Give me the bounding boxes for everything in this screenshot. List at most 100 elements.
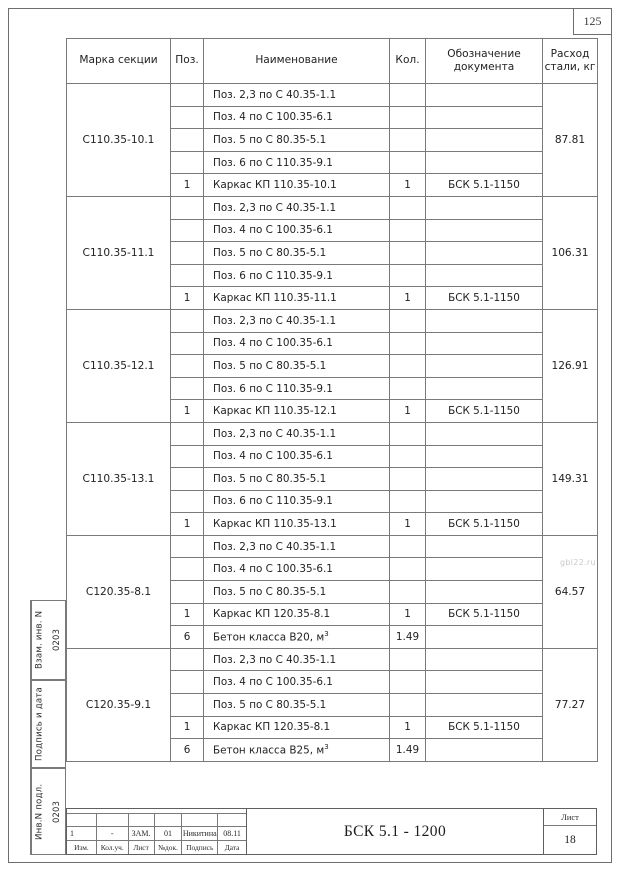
cell-name: Поз. 5 по С 80.35-5.1: [203, 467, 390, 491]
cell-quantity: [389, 150, 426, 175]
cell-quantity: 1: [389, 602, 426, 627]
table-row: Поз. 6 по С 110.35-9.1: [67, 489, 598, 514]
cell-position: [170, 83, 204, 107]
cell-quantity: [389, 534, 426, 559]
title-block-label-row: Изм. Кол.уч. Лист №док. Подпись Дата: [67, 840, 246, 854]
cell-document: [425, 83, 543, 107]
header-row: Марка секции Поз. Наименование Кол. Обоз…: [66, 38, 598, 84]
cell-quantity: [389, 105, 426, 130]
section-steel-consumption: 106.31: [542, 195, 598, 310]
title-block: 1- ЗАМ. 01 Никитина 08.11 Изм. Кол.уч. Лист №до…: [66, 808, 597, 855]
table-row: С120.35-9.1 Поз. 2,3 по С 40.35-1.1 77.27: [66, 647, 598, 762]
cell-quantity: [389, 580, 426, 604]
header-name: Наименование: [203, 38, 390, 84]
cell-document: [425, 444, 543, 469]
title-block-value-sheets-count: -: [96, 826, 129, 840]
cell-name: Поз. 4 по С 100.35-6.1: [203, 670, 390, 695]
cell-name-superscript: 3: [324, 743, 329, 752]
cell-name: Поз. 5 по С 80.35-5.1: [203, 241, 390, 265]
cell-quantity: [389, 467, 426, 491]
left-margin-stamp: Взам. инв. N 0203 Подпись и дата Инв.N подл…: [30, 600, 66, 855]
title-block-value-sheet: ЗАМ.: [128, 826, 155, 840]
title-block-value-date: 08.11: [218, 826, 246, 840]
title-block-revision-table: 1- ЗАМ. 01 Никитина 08.11 Изм. Кол.уч. Лист №до…: [67, 809, 247, 854]
cell-name: Поз. 6 по С 110.35-9.1: [203, 489, 390, 514]
header-steel-line1: Расход: [550, 47, 590, 60]
cell-position: [170, 467, 204, 491]
cell-quantity: [389, 241, 426, 265]
cell-position: [170, 647, 204, 672]
section-steel-consumption: 126.91: [542, 308, 598, 423]
cell-quantity: [389, 218, 426, 243]
cell-name-superscript: 3: [324, 630, 329, 639]
cell-position: [170, 331, 204, 356]
cell-document: [425, 670, 543, 695]
table-row: С110.35-13.1 Поз. 2,3 по С 40.35-1.1 149.3…: [66, 421, 598, 536]
cell-position: 1: [170, 602, 204, 627]
section-steel-consumption: 64.57: [542, 534, 598, 649]
table-row: Поз. 6 по С 110.35-9.1: [67, 263, 598, 288]
cell-document: [425, 241, 543, 265]
left-stamp-value: 0203: [51, 628, 61, 652]
cell-name: Поз. 5 по С 80.35-5.1: [203, 128, 390, 152]
title-block-blank-date: [218, 813, 246, 826]
title-block-blank-row: [67, 813, 246, 826]
cell-position: 1: [170, 286, 204, 310]
title-block-blank-doc-number: [154, 813, 183, 826]
cell-quantity: [389, 195, 426, 220]
table-row: С110.35-10.1 Поз. 2,3 по С 40.35-1.1 87.81: [66, 83, 598, 197]
header-document-line1: Обозначение: [447, 47, 521, 60]
title-block-value-signature: Никитина: [182, 826, 219, 840]
cell-document: БСК 5.1-1150: [425, 286, 543, 310]
cell-quantity: 1: [389, 399, 426, 423]
table-row: Поз. 6 по С 110.35-9.1: [67, 150, 598, 175]
cell-name: Поз. 4 по С 100.35-6.1: [203, 105, 390, 130]
cell-quantity: [389, 693, 426, 717]
cell-position: [170, 128, 204, 152]
cell-document: [425, 580, 543, 604]
cell-quantity: [389, 489, 426, 514]
cell-name: Поз. 2,3 по С 40.35-1.1: [203, 421, 390, 446]
cell-quantity: 1: [389, 512, 426, 536]
cell-name: Поз. 2,3 по С 40.35-1.1: [203, 647, 390, 672]
left-stamp-label: Взам. инв. N: [31, 601, 47, 679]
cell-quantity: 1: [389, 715, 426, 740]
left-stamp-cell: Подпись и дата: [30, 680, 66, 768]
cell-document: [425, 625, 543, 649]
table-row: Поз. 5 по С 80.35-5.1: [67, 580, 598, 604]
cell-position: [170, 218, 204, 243]
cell-name: Поз. 4 по С 100.35-6.1: [203, 218, 390, 243]
cell-position: [170, 195, 204, 220]
title-block-blank-sheets-count: [96, 813, 129, 826]
cell-quantity: [389, 263, 426, 288]
table-row: Поз. 6 по С 110.35-9.1: [67, 376, 598, 401]
section-mark: С120.35-8.1: [66, 534, 171, 649]
title-block-value-change: 1: [67, 826, 97, 840]
cell-document: БСК 5.1-1150: [425, 602, 543, 627]
cell-document: БСК 5.1-1150: [425, 173, 543, 197]
table-row: 1 Каркас КП 110.35-11.1 1 БСК 5.1-1150: [67, 286, 598, 310]
specification-table: Марка секции Поз. Наименование Кол. Обоз…: [66, 38, 598, 762]
cell-quantity: 1: [389, 286, 426, 310]
header-document: Обозначение документа: [425, 38, 543, 84]
cell-position: 1: [170, 173, 204, 197]
cell-document: [425, 218, 543, 243]
cell-position: [170, 241, 204, 265]
cell-document: [425, 105, 543, 130]
cell-name: Поз. 2,3 по С 40.35-1.1: [203, 308, 390, 333]
cell-position: 1: [170, 512, 204, 536]
table-row: С120.35-8.1 Поз. 2,3 по С 40.35-1.1 64.57: [66, 534, 598, 649]
cell-document: БСК 5.1-1150: [425, 715, 543, 740]
title-block-label-sheet: Лист: [128, 840, 155, 854]
sheet-label: Лист: [544, 809, 596, 826]
header-mark: Марка секции: [66, 38, 171, 84]
left-stamp-label: Подпись и дата: [31, 681, 47, 767]
cell-quantity: [389, 670, 426, 695]
cell-name: Бетон класса В25, м3: [203, 738, 390, 762]
title-block-blank-signature: [182, 813, 219, 826]
cell-document: [425, 489, 543, 514]
cell-name: Каркас КП 120.35-8.1: [203, 602, 390, 627]
table-row: Поз. 4 по С 100.35-6.1: [67, 444, 598, 469]
cell-quantity: 1.49: [389, 625, 426, 649]
